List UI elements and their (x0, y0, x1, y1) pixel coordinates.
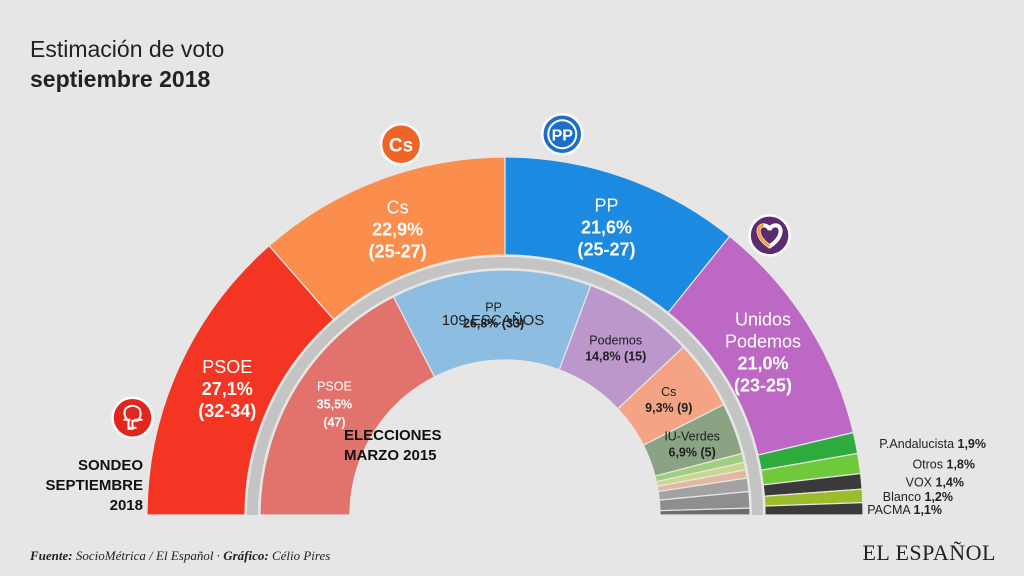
outer-label-line: (25-27) (369, 242, 427, 262)
svg-text:SONDEO: SONDEO (78, 457, 143, 474)
svg-text:Cs: Cs (389, 135, 413, 156)
outer-ring (146, 156, 864, 516)
outer-label-line: PSOE (202, 357, 252, 377)
small-party-label-otros: Otros 1,8% (912, 457, 975, 471)
brand-logo: EL ESPAÑOL (862, 540, 996, 565)
inner-label-value: 26,8% (33) (463, 316, 524, 330)
footer-credits: Fuente: SocioMétrica / El Español · Gráf… (30, 548, 330, 564)
outer-label-line: 27,1% (202, 379, 253, 399)
inner-label-name: Podemos (589, 333, 642, 347)
small-party-label-pacma: PACMA 1,1% (867, 503, 942, 517)
inner-labels: PSOE 35,5% (47) PP 26,8% (33) Podemos 14,8% (1… (317, 300, 720, 459)
svg-text:SEPTIEMBRE: SEPTIEMBRE (45, 477, 143, 494)
inner-label-name: PP (485, 300, 502, 314)
inner-label-seats: (47) (323, 416, 345, 430)
svg-text:PP: PP (552, 127, 574, 144)
outer-label-line: (23-25) (734, 375, 792, 395)
outer-label-line: PP (595, 195, 619, 215)
inner-label-name: Cs (661, 385, 676, 399)
inner-slice-minor-10 (659, 507, 751, 516)
outer-ring-caption: SONDEO SEPTIEMBRE 2018 (45, 457, 143, 514)
outer-label-line: Cs (387, 198, 409, 218)
title-line-2: septiembre 2018 (30, 66, 211, 92)
cs-logo-icon: Cs (379, 123, 423, 166)
outer-label-line: Podemos (725, 331, 801, 351)
small-party-label-vox: VOX 1,4% (906, 475, 964, 489)
inner-label-value: 14,8% (15) (585, 349, 646, 363)
inner-label-value: 6,9% (5) (669, 445, 716, 459)
outer-label-line: (32-34) (198, 401, 256, 421)
psoe-rose-icon (111, 396, 154, 439)
small-party-labels: P.Andalucista 1,9% Otros 1,8% VOX 1,4%Blan… (867, 437, 986, 517)
small-party-label-p-andalucista: P.Andalucista 1,9% (879, 437, 986, 451)
graphic-value: Célio Pires (268, 548, 331, 563)
outer-slice-pacma (764, 502, 864, 516)
title-line-1: Estimación de voto (30, 36, 225, 62)
outer-label-line: (25-27) (577, 239, 635, 259)
source-label: Fuente: (30, 548, 73, 563)
small-party-label-blanco: Blanco 1,2% (883, 490, 953, 504)
pp-logo-icon: PP (541, 113, 584, 156)
outer-label-line: 21,6% (581, 217, 632, 237)
outer-label-line: Unidos (735, 309, 791, 329)
outer-label-line: 22,9% (372, 220, 423, 240)
graphic-label: Gráfico: (223, 548, 269, 563)
chart-title: Estimación de voto septiembre 2018 (30, 34, 224, 94)
podemos-heart-icon (748, 214, 791, 257)
inner-label-value: 9,3% (9) (645, 401, 692, 415)
inner-label-name: PSOE (317, 380, 352, 394)
inner-ring (259, 269, 751, 516)
svg-text:ELECCIONES: ELECCIONES (344, 427, 442, 444)
svg-text:MARZO 2015: MARZO 2015 (344, 447, 437, 464)
source-value: SocioMétrica / El Español · (72, 548, 224, 563)
inner-label-pct: 35,5% (317, 398, 352, 412)
svg-text:2018: 2018 (110, 497, 143, 514)
inner-label-name: IU-Verdes (664, 429, 720, 443)
seats-total-label: 109 ESCAÑOS (442, 312, 545, 329)
outer-label-line: 21,0% (738, 353, 789, 373)
inner-ring-caption: ELECCIONES MARZO 2015 (344, 427, 442, 464)
